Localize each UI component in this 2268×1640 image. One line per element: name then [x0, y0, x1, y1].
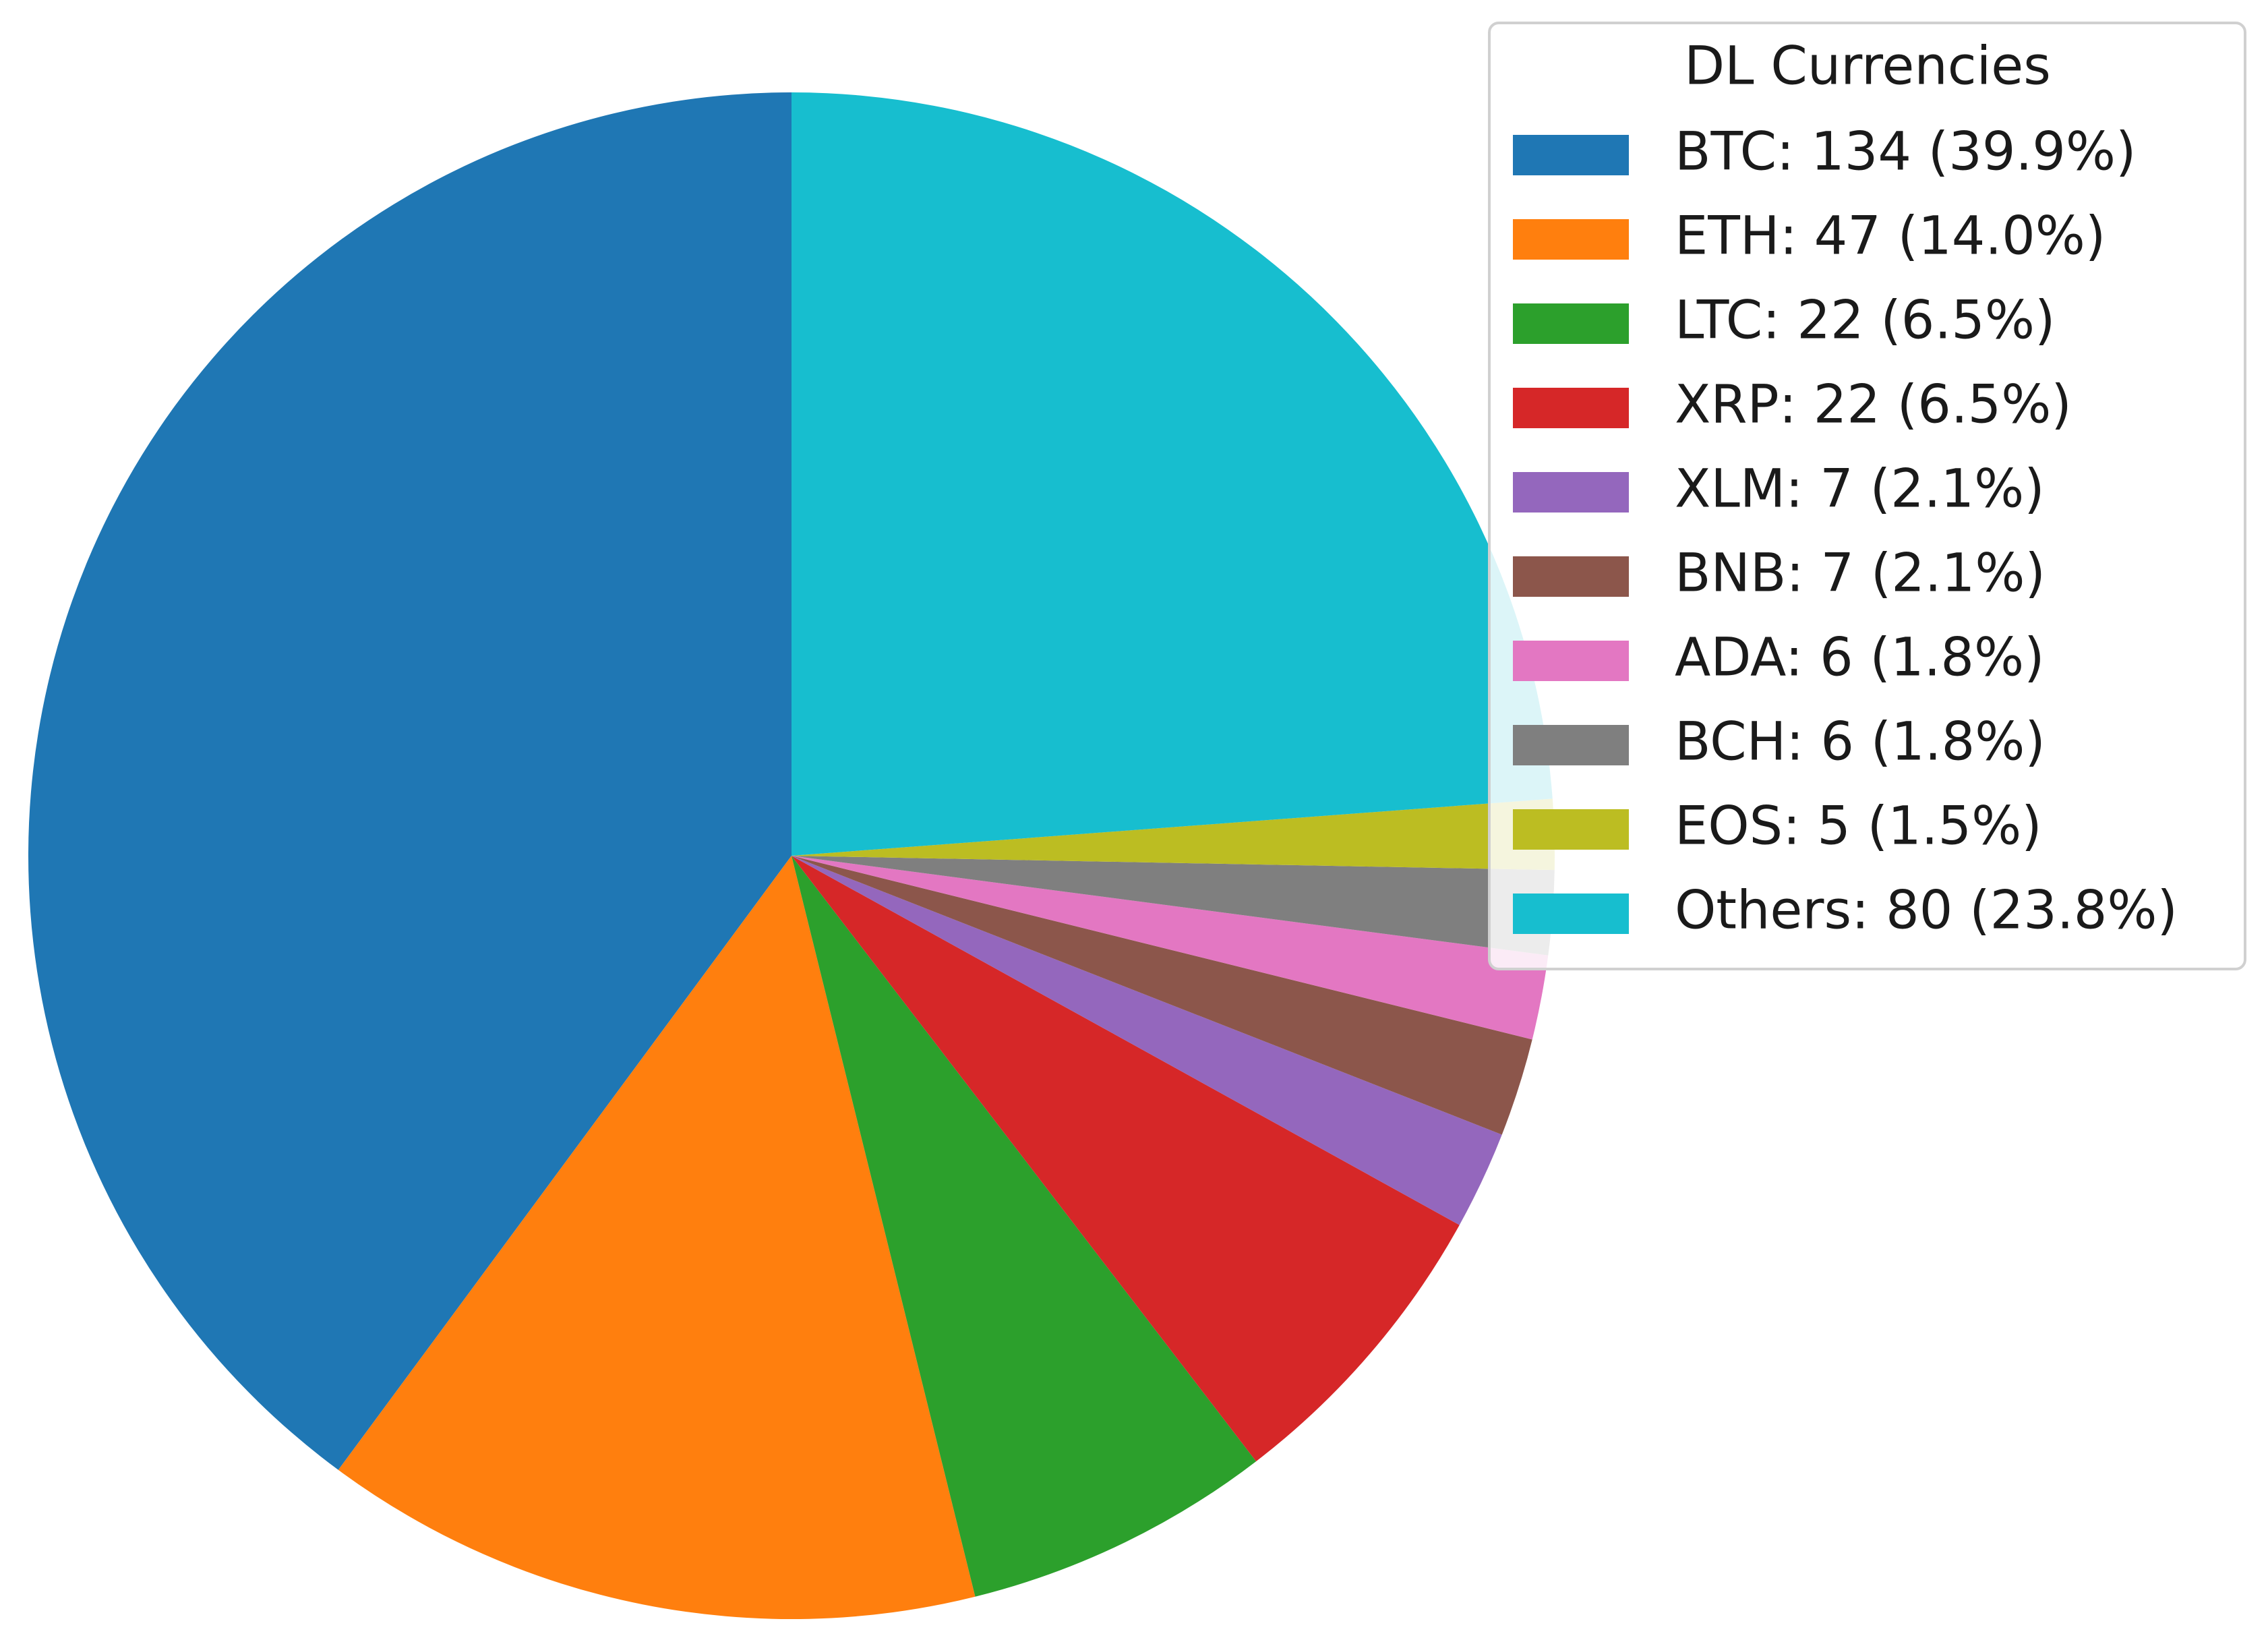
pie-slice — [792, 856, 1502, 1225]
legend-label: BNB: 7 (2.1%) — [1675, 543, 2046, 604]
legend-label: XLM: 7 (2.1%) — [1675, 459, 2045, 519]
legend-swatch — [1513, 641, 1629, 681]
legend-label: ADA: 6 (1.8%) — [1675, 627, 2045, 688]
legend-swatch — [1513, 725, 1629, 765]
pie-slice — [792, 856, 1460, 1462]
legend-swatch — [1513, 303, 1629, 344]
pie-slice — [792, 856, 1555, 956]
legend-label: BCH: 6 (1.8%) — [1675, 711, 2046, 772]
pie-slice — [792, 92, 1553, 856]
pie-slice — [28, 92, 792, 1470]
legend-label: EOS: 5 (1.5%) — [1675, 796, 2042, 856]
legend-label: Others: 80 (23.8%) — [1675, 880, 2178, 941]
pie-slice — [338, 856, 976, 1620]
legend-box — [1488, 22, 2246, 970]
pie — [28, 92, 1555, 1620]
pie-slice — [792, 856, 1257, 1597]
pie-slice — [792, 856, 1532, 1135]
legend-swatch — [1513, 809, 1629, 850]
legend-swatch — [1513, 135, 1629, 175]
legend: BTC: 134 (39.9%) ETH: 47 (14.0%) LTC: 22 (… — [1513, 121, 2178, 941]
pie-slice — [792, 798, 1555, 871]
legend-title: DL Currencies — [1684, 36, 2051, 96]
legend-swatch — [1513, 219, 1629, 260]
legend-swatch — [1513, 556, 1629, 597]
legend-swatch — [1513, 388, 1629, 428]
legend-swatch — [1513, 894, 1629, 934]
legend-label: XRP: 22 (6.5%) — [1675, 374, 2072, 435]
legend-label: ETH: 47 (14.0%) — [1675, 206, 2106, 266]
legend-label: BTC: 134 (39.9%) — [1675, 121, 2136, 182]
pie-slice — [792, 856, 1549, 1040]
legend-swatch — [1513, 472, 1629, 512]
legend-label: LTC: 22 (6.5%) — [1675, 290, 2055, 351]
